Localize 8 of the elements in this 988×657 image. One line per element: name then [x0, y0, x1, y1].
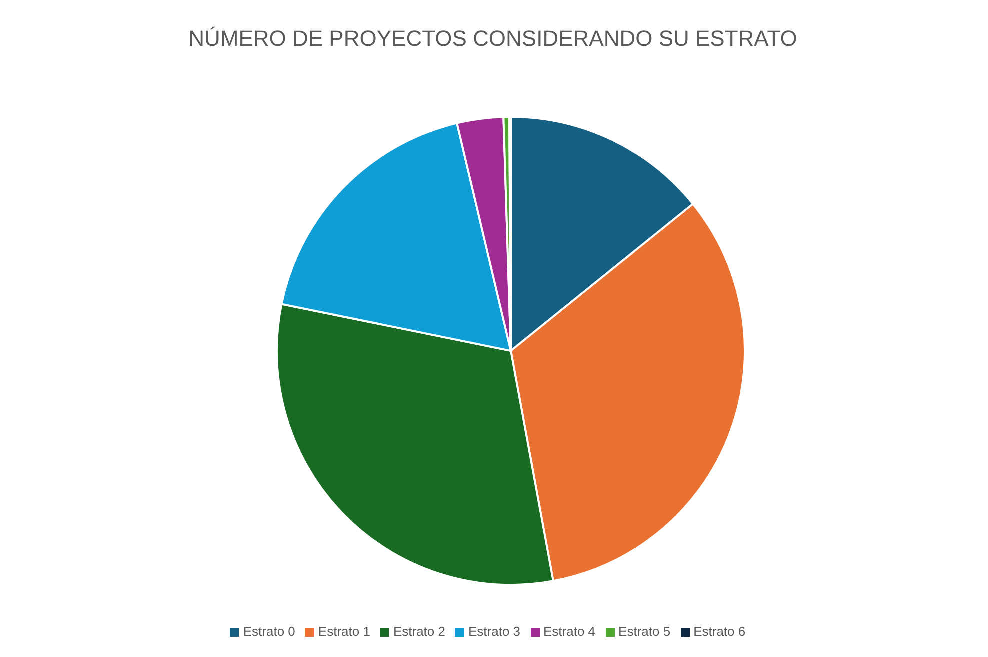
- legend-label: Estrato 3: [468, 624, 521, 639]
- legend-label: Estrato 6: [694, 624, 746, 639]
- chart-title: NÚMERO DE PROYECTOS CONSIDERANDO SU ESTRATO: [188, 25, 798, 53]
- legend-label: Estrato 5: [618, 624, 671, 639]
- legend-label: Estrato 4: [544, 624, 596, 639]
- legend-label: Estrato 0: [243, 624, 296, 639]
- legend-label: Estrato 2: [393, 624, 446, 639]
- legend-label: Estrato 1: [318, 624, 370, 639]
